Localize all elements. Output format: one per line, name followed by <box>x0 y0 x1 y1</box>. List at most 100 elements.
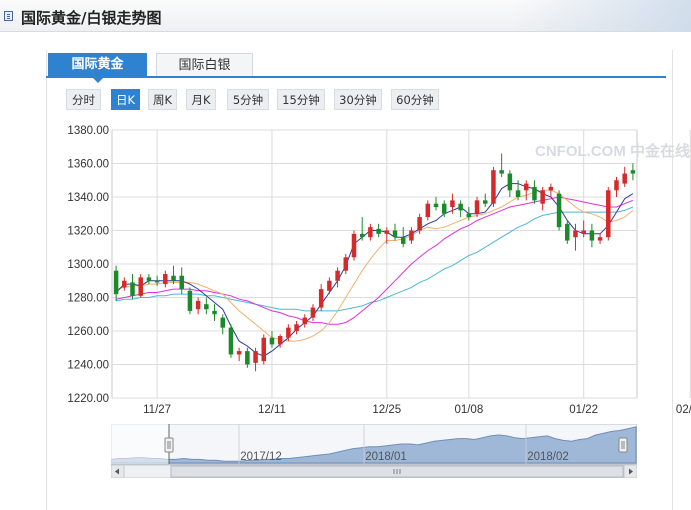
tab-gold[interactable]: 国际黄金 <box>48 53 147 83</box>
period-button-60min[interactable]: 60分钟 <box>391 89 439 110</box>
x-tick-label: 01/22 <box>569 404 598 416</box>
page-title: 国际黄金/白银走势图 <box>21 9 162 27</box>
candle-body <box>614 180 619 191</box>
chart-panel <box>46 50 673 510</box>
candle-body <box>400 237 406 244</box>
y-tick-label: 1260.00 <box>67 326 109 338</box>
candle-body <box>441 203 447 214</box>
candle-body <box>556 193 562 228</box>
navigator-mask <box>111 424 169 464</box>
candle-body <box>499 170 504 174</box>
candle-body <box>130 282 135 296</box>
navigator-handle-right[interactable] <box>618 437 628 453</box>
x-tick-label: 11/27 <box>143 404 171 416</box>
candle-body <box>466 213 472 218</box>
header-bar: 国际黄金/白银走势图 <box>0 0 691 32</box>
candle-body <box>548 186 554 191</box>
candle-body <box>146 277 152 281</box>
candle-body <box>540 190 545 204</box>
candle-body <box>286 327 291 338</box>
candle-body <box>195 300 201 310</box>
candle-body <box>433 203 439 208</box>
tab-underline <box>46 76 666 78</box>
navigator-label: 2018/01 <box>365 451 407 463</box>
candle-body <box>163 274 168 285</box>
navigator-label: 2017/12 <box>240 451 282 463</box>
chart-grid <box>111 129 691 399</box>
candle-body <box>335 270 340 281</box>
period-button-daily[interactable]: 日K <box>111 89 140 110</box>
candle-body <box>392 230 398 238</box>
x-tick-label: 12/25 <box>372 404 401 416</box>
candle-body <box>269 337 275 345</box>
navigator-series <box>111 426 637 464</box>
candle-body <box>359 233 365 238</box>
period-button-weekly[interactable]: 周K <box>148 89 177 110</box>
candle-body <box>204 304 209 310</box>
candles <box>113 153 636 372</box>
candle-body <box>409 230 414 241</box>
candle-body <box>236 351 242 355</box>
candle-body <box>351 233 357 258</box>
candle-body <box>245 351 250 365</box>
candle-body <box>318 289 324 308</box>
y-tick-label: 1280.00 <box>67 293 109 305</box>
x-tick-label: 02/05 <box>676 404 691 416</box>
y-axis-ticks: 1380.00 1360.00 1340.00 1320.00 1300.00 1280.… <box>67 125 109 405</box>
candle-body <box>597 237 603 241</box>
x-axis-ticks: 11/27 12/11 12/25 01/08 01/22 02/05 <box>143 404 691 416</box>
ma5-line <box>115 183 634 357</box>
candle-body <box>220 317 225 328</box>
candle-body <box>532 186 537 201</box>
candle-body <box>630 170 636 174</box>
y-tick-label: 1300.00 <box>67 259 109 271</box>
period-button-30min[interactable]: 30分钟 <box>334 89 382 110</box>
ma30-line <box>115 206 634 312</box>
candle-body <box>491 170 496 204</box>
candle-body <box>228 327 234 355</box>
candle-body <box>171 275 176 281</box>
header-decoration <box>511 0 691 31</box>
period-button-monthly[interactable]: 月K <box>186 89 216 110</box>
y-tick-label: 1340.00 <box>67 192 109 204</box>
candle-body <box>310 307 316 318</box>
arrow-left-icon <box>115 468 119 475</box>
document-icon <box>4 11 13 21</box>
period-button-5min[interactable]: 5分钟 <box>227 89 269 110</box>
candle-body <box>376 228 381 234</box>
period-button-intraday[interactable]: 分时 <box>66 89 101 110</box>
y-tick-label: 1240.00 <box>67 360 109 372</box>
period-button-15min[interactable]: 15分钟 <box>277 89 325 110</box>
candle-body <box>113 270 119 295</box>
navigator-handle-left[interactable] <box>164 437 174 453</box>
ma20-line <box>115 196 634 325</box>
candle-body <box>524 183 529 191</box>
ma10-line <box>115 189 634 342</box>
candle-body <box>417 217 422 231</box>
candle-body <box>122 280 127 288</box>
candle-body <box>622 173 627 184</box>
tab-silver[interactable]: 国际白银 <box>156 53 253 76</box>
candle-body <box>187 290 193 311</box>
range-navigator[interactable]: 2017/12 2018/01 2018/02 <box>111 424 637 478</box>
candle-body <box>261 337 267 362</box>
candle-body <box>302 317 308 325</box>
candle-body <box>253 351 258 363</box>
candle-body <box>179 275 184 290</box>
moving-average-lines <box>115 183 634 357</box>
candle-body <box>294 324 299 331</box>
watermark: CNFOL.COM 中金在线 <box>535 142 690 160</box>
candle-body <box>154 280 160 283</box>
candle-body <box>343 257 349 271</box>
y-tick-label: 1360.00 <box>67 159 109 171</box>
candle-body <box>138 277 143 296</box>
x-tick-label: 12/11 <box>258 404 286 416</box>
y-tick-label: 1220.00 <box>67 393 109 405</box>
candle-body <box>565 223 570 241</box>
candle-body <box>458 203 463 211</box>
candle-body <box>277 336 283 345</box>
candle-body <box>474 200 480 214</box>
candle-body <box>384 230 390 234</box>
candle-body <box>425 203 431 218</box>
candle-body <box>515 190 521 197</box>
